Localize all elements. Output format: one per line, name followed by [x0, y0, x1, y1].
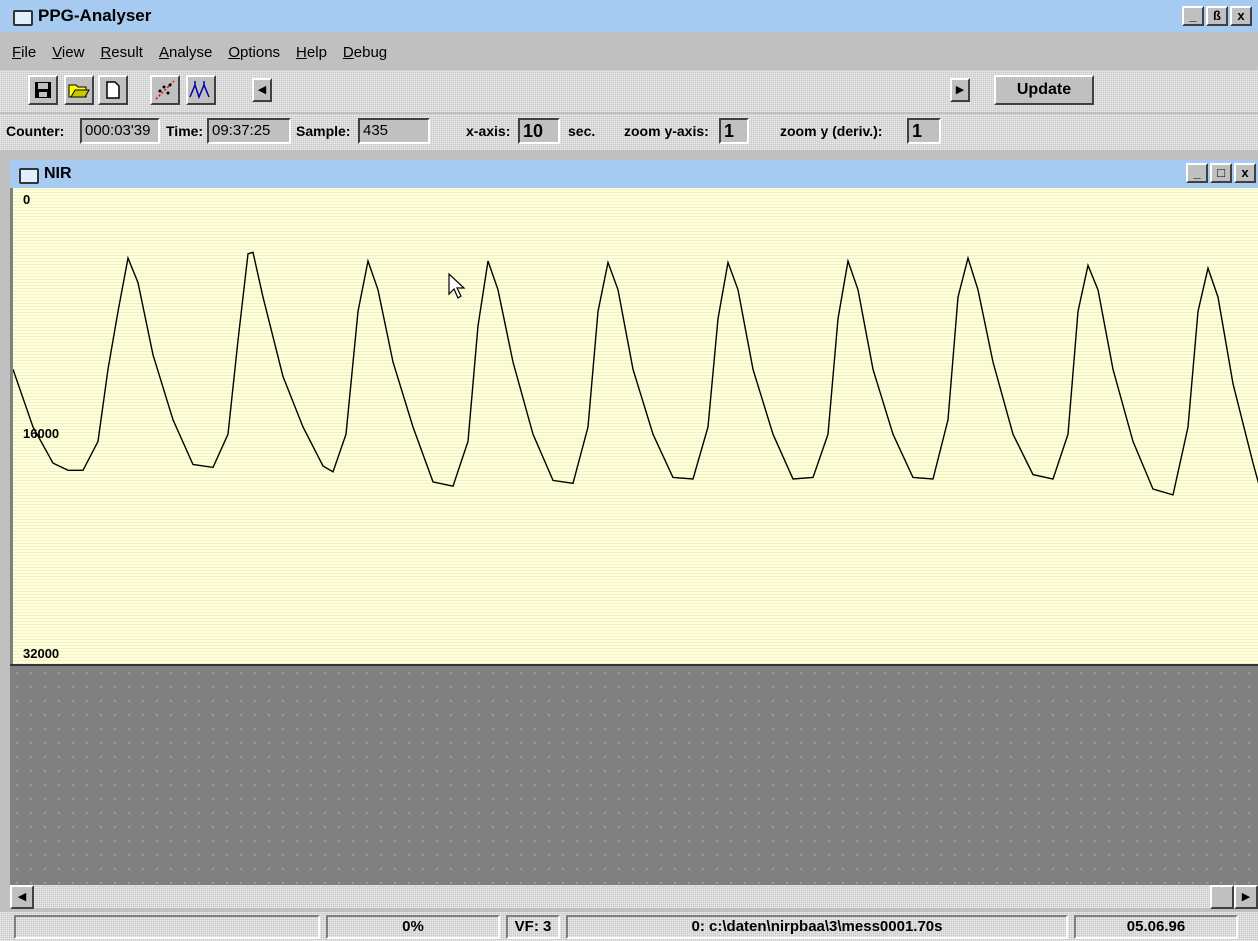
status-vf-label: VF:: [514, 918, 539, 935]
xaxis-unit: sec.: [568, 123, 596, 139]
nir-close-button[interactable]: x: [1234, 163, 1256, 183]
app-icon: [10, 6, 34, 26]
status-message: [14, 915, 320, 939]
time-label: Time:: [166, 123, 204, 139]
close-button[interactable]: x: [1230, 6, 1252, 26]
nir-window-title: NIR: [44, 165, 72, 182]
nir-window-icon: [16, 164, 40, 184]
mouse-cursor-icon: [448, 272, 466, 299]
counter-label: Counter:: [6, 123, 65, 139]
menu-help[interactable]: Help: [296, 43, 327, 61]
zoom-y-deriv-field[interactable]: 1: [907, 118, 941, 144]
sample-field: 435: [358, 118, 430, 144]
status-bar: 0% VF: 3 0: c:\daten\nirpbaa\3\mess0001.…: [0, 912, 1258, 941]
save-icon: [35, 82, 51, 98]
minimize-button[interactable]: _: [1182, 6, 1204, 26]
xaxis-label: x-axis:: [466, 123, 511, 139]
sample-label: Sample:: [296, 123, 351, 139]
menu-analyse[interactable]: Analyse: [158, 43, 213, 61]
info-bar: Counter: 000:03'39 Time: 09:37:25 Sample…: [0, 114, 1258, 150]
restore-button[interactable]: ß: [1206, 6, 1228, 26]
zoom-y-deriv-label: zoom y (deriv.):: [780, 123, 883, 139]
zoom-y-field[interactable]: 1: [719, 118, 749, 144]
scatter-button[interactable]: [150, 75, 180, 105]
nir-signal-line: [13, 251, 1258, 496]
scatter-plot-icon: [155, 80, 175, 100]
status-date: 05.06.96: [1074, 915, 1238, 939]
scroll-left-button[interactable]: ◀: [252, 78, 272, 102]
nir-window-title-bar: NIR _ □ x: [10, 160, 1258, 188]
nir-signal-chart: [13, 251, 1258, 496]
menu-bar: File View Result Analyse Options Help De…: [0, 40, 1258, 64]
time-field: 09:37:25: [207, 118, 291, 144]
status-vf: VF: 3: [506, 915, 560, 939]
nir-plot-area[interactable]: 0 16000 32000: [10, 188, 1258, 664]
y-tick-32000: 32000: [23, 646, 60, 661]
nir-maximize-button[interactable]: □: [1210, 163, 1232, 183]
hscroll-right-button[interactable]: ▶: [1234, 885, 1258, 909]
mdi-background: [10, 664, 1258, 884]
menu-debug[interactable]: Debug: [342, 43, 388, 61]
open-folder-icon: [68, 84, 90, 98]
scroll-right-button[interactable]: ▶: [950, 78, 970, 102]
menu-file[interactable]: File: [12, 43, 37, 61]
save-button[interactable]: [28, 75, 58, 105]
update-button[interactable]: Update: [994, 75, 1094, 105]
nir-minimize-button[interactable]: _: [1186, 163, 1208, 183]
y-tick-0: 0: [23, 192, 31, 207]
new-button[interactable]: [98, 75, 128, 105]
xaxis-field[interactable]: 10: [518, 118, 560, 144]
horizontal-scrollbar[interactable]: ◀ ▶: [10, 884, 1258, 909]
counter-field: 000:03'39: [80, 118, 160, 144]
new-document-icon: [106, 81, 120, 99]
y-tick-16000: 16000: [23, 426, 60, 441]
hscroll-left-button[interactable]: ◀: [10, 885, 34, 909]
open-button[interactable]: [64, 75, 94, 105]
title-bar: PPG-Analyser _ ß x: [0, 0, 1258, 32]
window-title: PPG-Analyser: [38, 6, 152, 25]
status-vf-value: 3: [543, 918, 552, 935]
menu-result[interactable]: Result: [100, 43, 143, 61]
status-progress: 0%: [326, 915, 500, 939]
menu-options[interactable]: Options: [228, 43, 281, 61]
status-file-path: 0: c:\daten\nirpbaa\3\mess0001.70s: [566, 915, 1068, 939]
peak-detect-icon: [189, 81, 210, 100]
menu-view[interactable]: View: [52, 43, 85, 61]
peak-button[interactable]: [186, 75, 216, 105]
zoom-y-label: zoom y-axis:: [624, 123, 709, 139]
hscroll-thumb[interactable]: [1210, 885, 1234, 909]
